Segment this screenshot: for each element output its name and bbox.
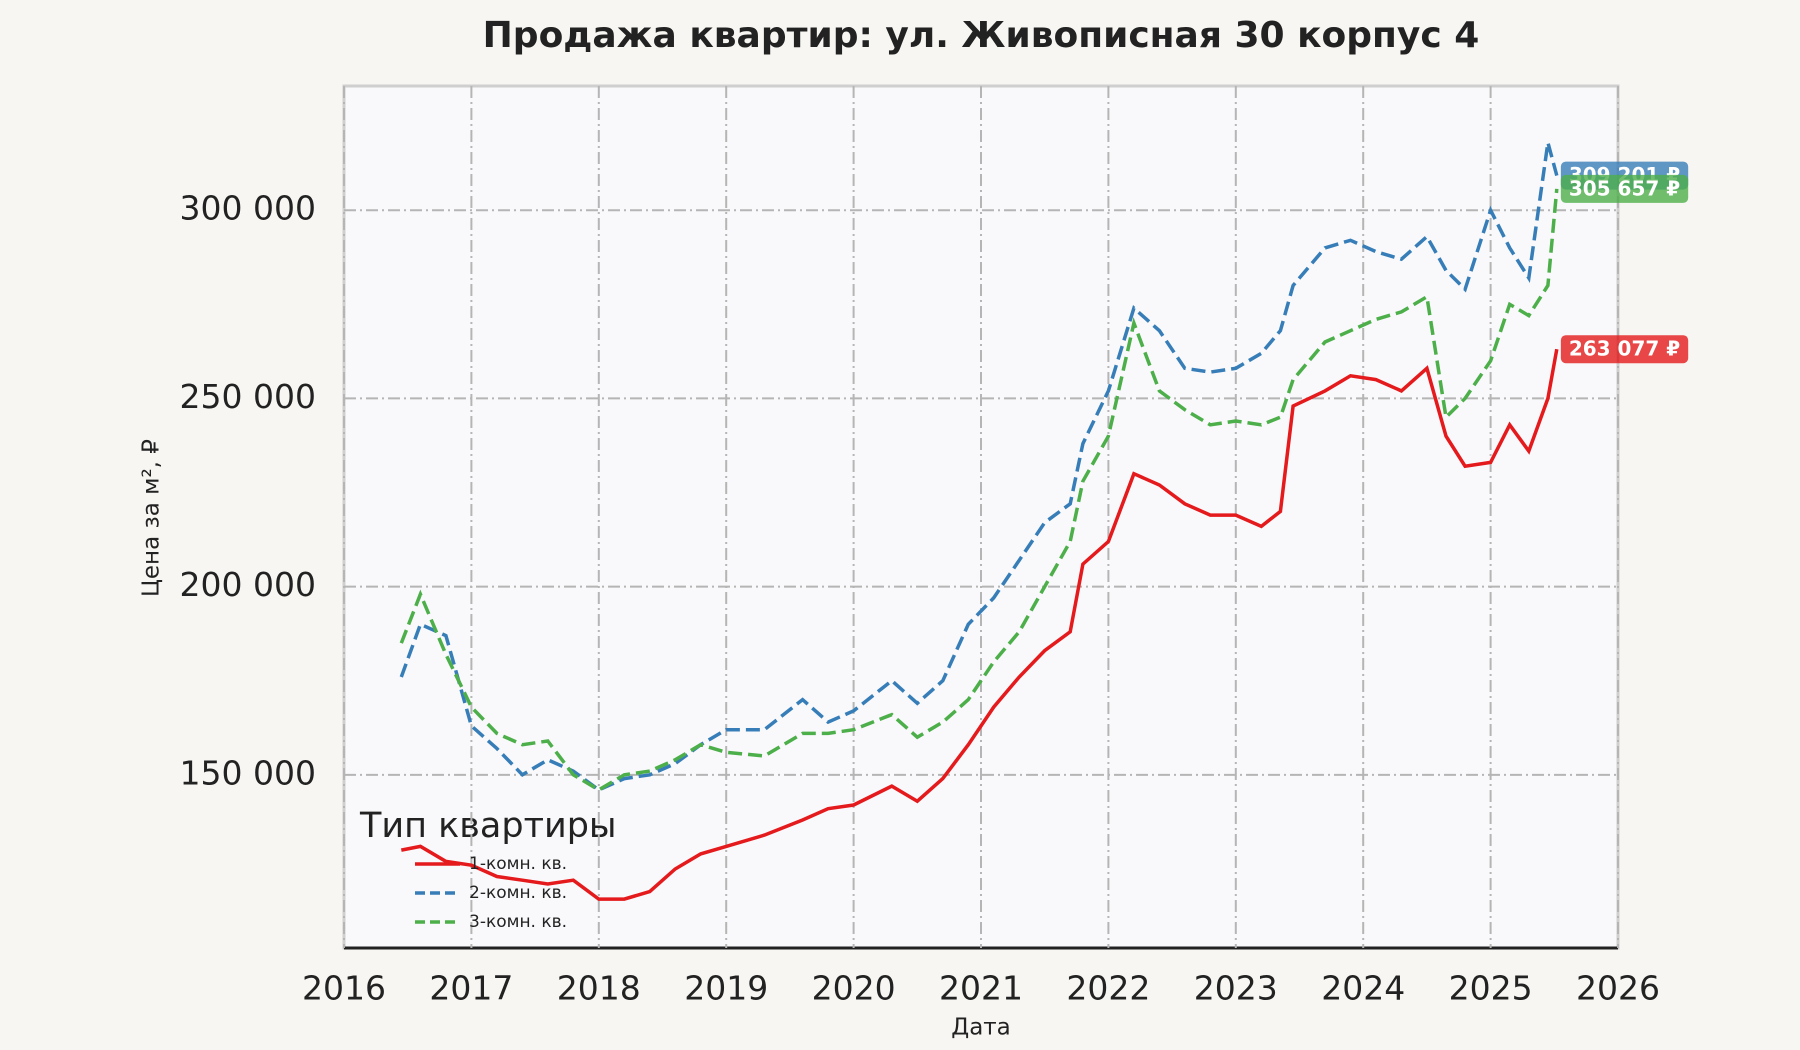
legend-label: 2-комн. кв. — [469, 883, 567, 903]
value-label-box — [1560, 335, 1689, 364]
series-line — [399, 188, 1559, 792]
x-tick-label: 2018 — [557, 969, 641, 1008]
y-tick-label: 250 000 — [180, 377, 316, 416]
legend-title: Тип квартиры — [359, 806, 617, 846]
value-label-box — [1560, 174, 1689, 203]
y-tick-label: 200 000 — [180, 565, 316, 604]
value-label: 263 077 ₽ — [1569, 337, 1680, 361]
y-tick-label: 150 000 — [180, 753, 316, 792]
x-tick-label: 2020 — [812, 969, 896, 1008]
series-line — [400, 348, 1559, 901]
x-tick-label: 2026 — [1576, 969, 1660, 1008]
y-tick-label: 300 000 — [180, 189, 316, 228]
chart-title: Продажа квартир: ул. Живописная 30 корпу… — [483, 15, 1480, 56]
x-tick-label: 2022 — [1066, 969, 1150, 1008]
x-tick-label: 2023 — [1194, 969, 1278, 1008]
x-axis-label: Дата — [951, 1015, 1011, 1041]
x-tick-label: 2017 — [429, 969, 513, 1008]
x-tick-label: 2016 — [302, 969, 386, 1008]
x-tick-label: 2025 — [1449, 969, 1533, 1008]
value-label: 305 657 ₽ — [1569, 176, 1680, 200]
x-tick-label: 2019 — [684, 969, 768, 1008]
x-tick-label: 2021 — [939, 969, 1023, 1008]
x-tick-label: 2024 — [1321, 969, 1405, 1008]
y-axis-label: Цена за м², ₽ — [139, 439, 165, 597]
legend-label: 1-комн. кв. — [469, 854, 567, 874]
legend-label: 3-комн. кв. — [469, 912, 567, 932]
